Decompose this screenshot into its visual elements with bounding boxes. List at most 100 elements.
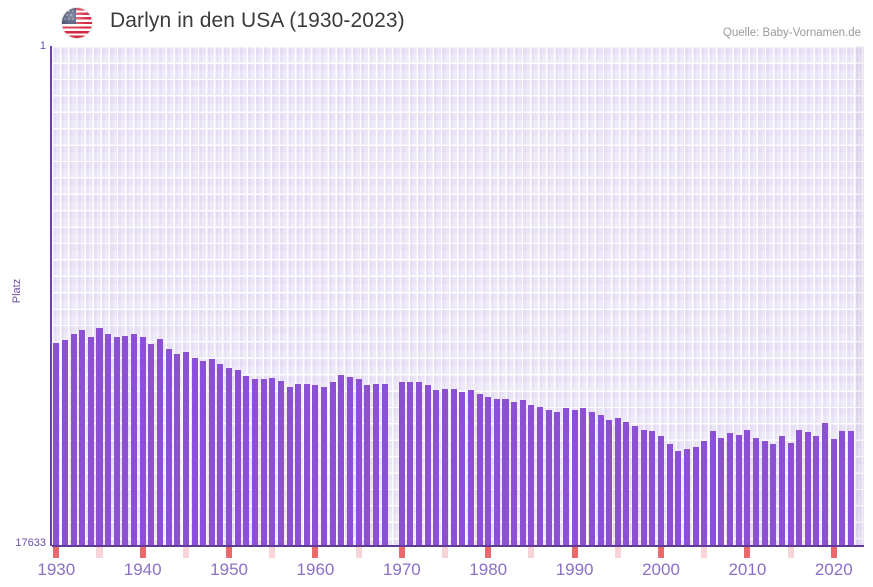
bar-2005[interactable] — [701, 441, 708, 546]
bar-1975[interactable] — [442, 389, 449, 546]
bar-1958[interactable] — [295, 384, 302, 546]
bar-1933[interactable] — [79, 330, 86, 546]
bar-2014[interactable] — [778, 436, 785, 546]
bar-1972[interactable] — [416, 382, 423, 546]
bar-1980[interactable] — [485, 397, 492, 546]
bar-1983[interactable] — [511, 402, 518, 546]
bar-1943[interactable] — [165, 349, 172, 546]
bar-1995[interactable] — [614, 418, 621, 546]
y-axis-line — [50, 46, 52, 546]
bar-1988[interactable] — [554, 412, 561, 546]
flag-canton — [62, 8, 76, 24]
bar-1954[interactable] — [260, 379, 267, 546]
bar-1945[interactable] — [182, 352, 189, 546]
bar-1960[interactable] — [312, 385, 319, 546]
x-tick-1935 — [96, 547, 103, 558]
bar-1997[interactable] — [632, 426, 639, 546]
bar-1990[interactable] — [571, 410, 578, 546]
bar-1956[interactable] — [277, 381, 284, 546]
bar-1941[interactable] — [148, 344, 155, 546]
bar-1976[interactable] — [450, 389, 457, 546]
bar-1950[interactable] — [226, 368, 233, 546]
bar-1938[interactable] — [122, 336, 129, 546]
bar-2002[interactable] — [675, 451, 682, 546]
bar-1937[interactable] — [113, 337, 120, 546]
bar-1952[interactable] — [243, 376, 250, 546]
bar-1998[interactable] — [640, 430, 647, 546]
bar-1953[interactable] — [251, 379, 258, 546]
bar-1991[interactable] — [580, 408, 587, 546]
bar-1951[interactable] — [234, 370, 241, 546]
bar-1967[interactable] — [372, 384, 379, 546]
bar-2020[interactable] — [830, 439, 837, 546]
bar-1966[interactable] — [364, 385, 371, 546]
bar-1931[interactable] — [61, 340, 68, 546]
us-flag-icon — [62, 8, 92, 38]
bar-1984[interactable] — [519, 400, 526, 546]
bar-1957[interactable] — [286, 387, 293, 546]
bar-2008[interactable] — [727, 433, 734, 546]
bar-1940[interactable] — [139, 337, 146, 546]
bar-2016[interactable] — [796, 430, 803, 546]
bar-2022[interactable] — [848, 431, 855, 546]
bar-1962[interactable] — [329, 382, 336, 546]
bar-2003[interactable] — [683, 449, 690, 546]
bar-2013[interactable] — [770, 444, 777, 546]
x-axis-label-2020: 2020 — [814, 560, 853, 579]
bar-1955[interactable] — [269, 378, 276, 546]
bar-2007[interactable] — [718, 438, 725, 546]
bar-1963[interactable] — [338, 375, 345, 546]
bar-1935[interactable] — [96, 328, 103, 546]
x-tick-1945 — [182, 547, 189, 558]
bar-2006[interactable] — [709, 431, 716, 546]
bar-1930[interactable] — [53, 343, 60, 546]
bar-2004[interactable] — [692, 447, 699, 546]
bar-1994[interactable] — [606, 420, 613, 546]
bar-1942[interactable] — [156, 339, 163, 546]
bar-1992[interactable] — [588, 412, 595, 546]
bar-1996[interactable] — [623, 422, 630, 546]
x-axis-labels: 1930 1940 1950 1960 1970 1980 1990 2000 2010 2020 — [0, 560, 873, 587]
bar-1970[interactable] — [398, 382, 405, 546]
bar-1971[interactable] — [407, 382, 414, 546]
bar-1974[interactable] — [433, 390, 440, 546]
bar-1959[interactable] — [303, 384, 310, 546]
bar-2000[interactable] — [657, 436, 664, 546]
bar-1965[interactable] — [355, 379, 362, 546]
bar-2015[interactable] — [787, 443, 794, 546]
bar-2018[interactable] — [813, 436, 820, 546]
bar-1981[interactable] — [493, 399, 500, 546]
bar-1934[interactable] — [87, 337, 94, 546]
bar-1961[interactable] — [321, 387, 328, 546]
bar-2011[interactable] — [752, 438, 760, 546]
bar-1978[interactable] — [467, 390, 474, 546]
bar-2009[interactable] — [735, 435, 742, 546]
bar-2017[interactable] — [804, 432, 811, 546]
bar-1948[interactable] — [208, 359, 215, 546]
bar-1982[interactable] — [502, 399, 509, 546]
bar-1977[interactable] — [459, 392, 466, 546]
bar-1993[interactable] — [597, 415, 604, 546]
bar-1985[interactable] — [528, 405, 535, 546]
bar-1946[interactable] — [191, 358, 198, 546]
bar-1989[interactable] — [562, 408, 569, 546]
bar-2012[interactable] — [761, 441, 768, 546]
bar-1964[interactable] — [346, 377, 354, 546]
bar-1947[interactable] — [200, 361, 207, 546]
bar-1944[interactable] — [174, 354, 181, 546]
bar-1987[interactable] — [545, 410, 552, 546]
bar-1968[interactable] — [381, 384, 388, 546]
x-tick-2010 — [744, 547, 751, 558]
bar-1999[interactable] — [649, 431, 656, 546]
bar-1986[interactable] — [537, 407, 544, 546]
bar-2019[interactable] — [822, 423, 829, 546]
bar-2001[interactable] — [666, 444, 673, 546]
bar-2021[interactable] — [839, 431, 846, 546]
bar-1939[interactable] — [131, 334, 138, 546]
bar-2010[interactable] — [744, 430, 751, 546]
bar-1973[interactable] — [424, 385, 431, 546]
bar-1949[interactable] — [217, 364, 224, 546]
bar-1979[interactable] — [476, 394, 483, 546]
bar-1936[interactable] — [105, 334, 112, 546]
bar-1932[interactable] — [70, 334, 77, 546]
